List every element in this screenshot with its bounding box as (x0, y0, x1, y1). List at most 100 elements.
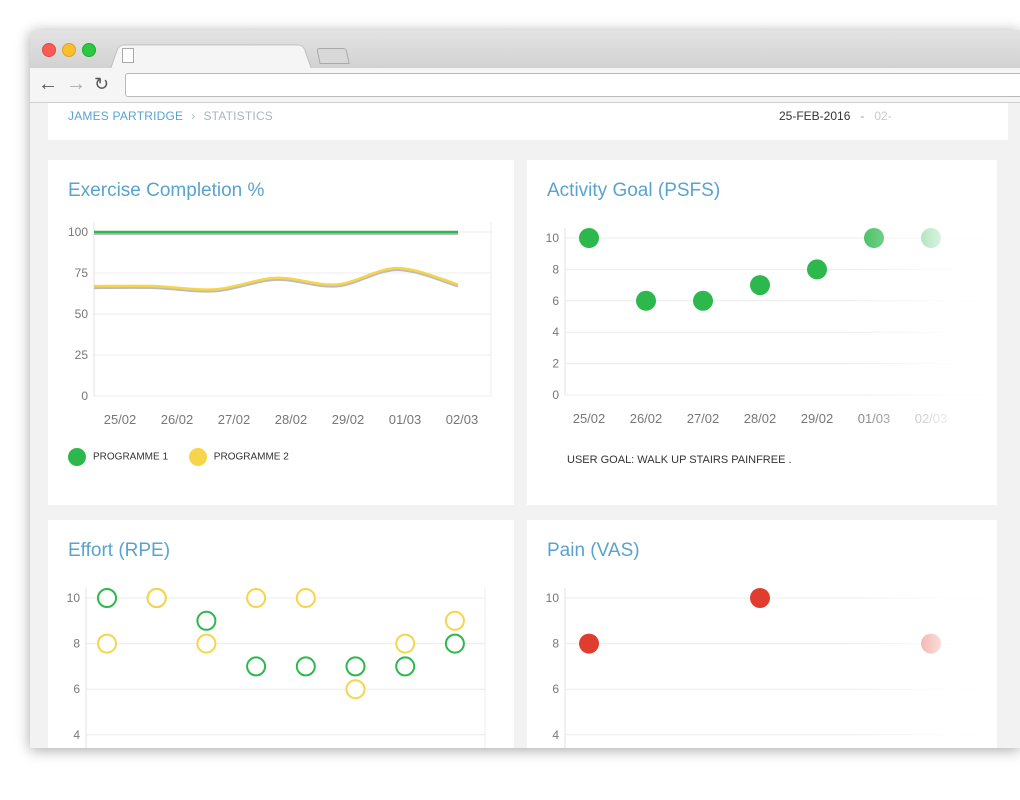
legend-label: PROGRAMME 2 (213, 451, 289, 463)
y-tick-label: 4 (552, 728, 559, 742)
x-tick-label: 02/03 (915, 411, 948, 426)
header-bar: JAMES PARTRIDGE › STATISTICS 25-FEB-2016-0… (48, 103, 1008, 140)
y-tick-label: 8 (552, 637, 559, 651)
data-point[interactable] (444, 633, 465, 654)
x-tick-label: 26/02 (630, 411, 663, 426)
new-tab-button[interactable] (316, 48, 350, 64)
title-bar (30, 30, 1020, 69)
address-bar[interactable] (125, 73, 1020, 97)
legend-label: PROGRAMME 1 (93, 451, 169, 463)
forward-arrow-icon[interactable]: → (66, 73, 86, 95)
data-point[interactable] (750, 588, 770, 608)
maximize-window-button[interactable] (82, 43, 96, 57)
browser-window: ← → ↻ JAMES PARTRIDGE › STATISTICS 25-FEB-… (30, 30, 1020, 748)
y-tick-label: 0 (552, 388, 559, 402)
data-point[interactable] (246, 588, 267, 608)
reload-icon[interactable]: ↻ (94, 74, 110, 94)
x-tick-label: 26/02 (161, 412, 194, 427)
y-tick-label: 8 (73, 637, 80, 651)
y-tick-label: 0 (81, 389, 88, 403)
date-range-separator: - (860, 109, 865, 123)
y-tick-label: 75 (75, 266, 89, 280)
data-point[interactable] (97, 633, 117, 654)
data-point[interactable] (97, 588, 117, 608)
browser-toolbar: ← → ↻ (30, 68, 1020, 103)
data-point[interactable] (921, 228, 941, 248)
exercise-completion-chart: 0 25 50 75 100 25/02 26/02 27/02 28/02 29/02 01/03… (68, 222, 492, 427)
y-tick-label: 50 (75, 307, 89, 321)
data-point[interactable] (579, 633, 599, 654)
y-tick-label: 6 (73, 682, 80, 696)
legend-dot (188, 448, 207, 466)
card-title: Pain (VAS) (547, 540, 640, 561)
series-line[interactable] (93, 266, 459, 291)
y-tick-label: 6 (552, 294, 559, 308)
x-tick-label: 27/02 (687, 411, 720, 426)
card-title: Effort (RPE) (68, 540, 171, 561)
browser-tab[interactable] (110, 44, 312, 69)
page-content: JAMES PARTRIDGE › STATISTICS 25-FEB-2016-0… (30, 103, 1020, 748)
data-point[interactable] (636, 290, 656, 311)
x-tick-label: 29/02 (801, 411, 834, 426)
data-point[interactable] (395, 656, 416, 677)
data-point[interactable] (246, 656, 267, 677)
data-point[interactable] (146, 588, 167, 608)
legend-item-programme-2[interactable]: PROGRAMME 2 (188, 448, 289, 466)
data-point[interactable] (295, 588, 316, 608)
data-point[interactable] (579, 228, 599, 248)
data-point[interactable] (693, 290, 713, 311)
data-point[interactable] (921, 633, 941, 654)
legend-item-programme-1[interactable]: PROGRAMME 1 (68, 448, 168, 466)
date-range-start[interactable]: 25-FEB-2016 (779, 109, 851, 123)
card-title: Exercise Completion % (68, 180, 265, 201)
minimize-window-button[interactable] (62, 43, 76, 57)
y-tick-label: 4 (73, 728, 80, 742)
x-tick-label: 25/02 (104, 412, 137, 427)
y-tick-label: 4 (552, 325, 559, 339)
chart-legend: PROGRAMME 1 PROGRAMME 2 (68, 448, 307, 466)
user-goal-note: USER GOAL: WALK UP STAIRS PAINFREE . (567, 454, 792, 466)
data-point[interactable] (345, 679, 366, 700)
data-point[interactable] (807, 259, 827, 280)
close-window-button[interactable] (42, 43, 56, 57)
breadcrumb-current: STATISTICS (203, 109, 274, 123)
data-point[interactable] (295, 656, 316, 677)
data-point[interactable] (864, 228, 884, 248)
data-point[interactable] (395, 633, 416, 654)
date-range-picker[interactable]: 25-FEB-2016-02- (779, 109, 892, 123)
series-line-shadow (93, 268, 459, 293)
x-tick-label: 01/03 (389, 412, 422, 427)
y-tick-label: 6 (552, 682, 559, 696)
card-title: Activity Goal (PSFS) (547, 180, 721, 201)
date-range-end[interactable]: 02- (874, 109, 892, 123)
back-arrow-icon[interactable]: ← (38, 73, 58, 95)
x-tick-label: 27/02 (218, 412, 251, 427)
data-point[interactable] (750, 275, 770, 296)
y-tick-label: 10 (546, 231, 560, 245)
y-tick-label: 25 (75, 348, 89, 362)
x-tick-label: 28/02 (275, 412, 308, 427)
x-tick-label: 01/03 (858, 411, 891, 426)
y-tick-label: 100 (68, 225, 88, 239)
breadcrumb: JAMES PARTRIDGE › STATISTICS (68, 109, 273, 123)
activity-goal-card: Activity Goal (PSFS) 0 2 4 6 8 10 25/02 26/02 27… (527, 160, 997, 505)
breadcrumb-patient-link[interactable]: JAMES PARTRIDGE (68, 109, 184, 123)
page-icon (122, 48, 134, 63)
x-tick-label: 25/02 (573, 411, 606, 426)
x-tick-label: 28/02 (744, 411, 777, 426)
y-tick-label: 2 (552, 357, 559, 371)
breadcrumb-separator: › (191, 109, 196, 123)
y-tick-label: 10 (67, 591, 81, 605)
x-tick-label: 02/03 (446, 412, 479, 427)
y-tick-label: 8 (552, 262, 559, 276)
x-tick-label: 29/02 (332, 412, 365, 427)
data-point[interactable] (196, 633, 217, 654)
y-tick-label: 10 (546, 591, 560, 605)
data-point[interactable] (196, 610, 217, 631)
data-point[interactable] (444, 610, 465, 631)
data-point[interactable] (345, 656, 366, 677)
